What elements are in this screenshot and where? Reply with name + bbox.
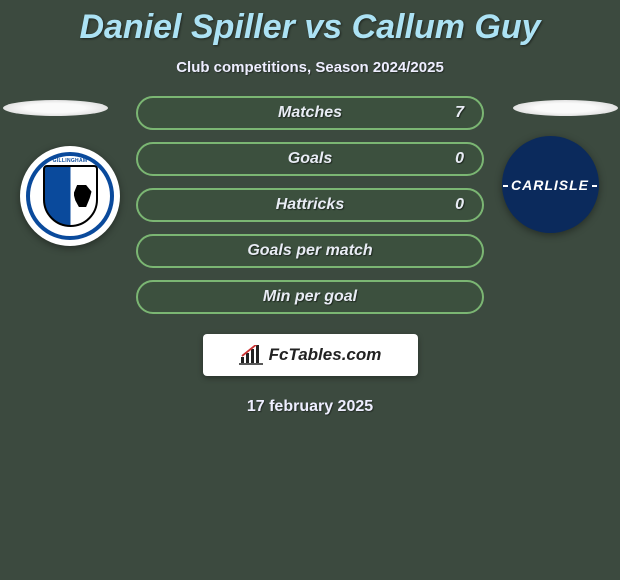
stat-label: Matches bbox=[278, 104, 342, 122]
horse-icon bbox=[74, 185, 92, 207]
stat-value: 0 bbox=[455, 196, 464, 214]
stat-value: 0 bbox=[455, 150, 464, 168]
stat-row-goals: Goals 0 bbox=[136, 142, 484, 176]
carlisle-badge: CARLISLE bbox=[511, 177, 589, 193]
shield-icon bbox=[43, 165, 98, 227]
stat-label: Goals bbox=[288, 150, 332, 168]
stat-label: Min per goal bbox=[263, 288, 357, 306]
page-title: Daniel Spiller vs Callum Guy bbox=[0, 0, 620, 47]
stat-label: Hattricks bbox=[276, 196, 344, 214]
subtitle: Club competitions, Season 2024/2025 bbox=[0, 59, 620, 76]
gillingham-badge: GILLINGHAM bbox=[26, 152, 114, 240]
club-logo-right[interactable]: CARLISLE bbox=[502, 136, 599, 233]
brand-text: FcTables.com bbox=[269, 345, 382, 365]
brand-box[interactable]: FcTables.com bbox=[203, 334, 418, 376]
player-pad-right bbox=[513, 100, 618, 116]
stat-value: 7 bbox=[455, 104, 464, 122]
stat-row-matches: Matches 7 bbox=[136, 96, 484, 130]
stat-row-min-per-goal: Min per goal bbox=[136, 280, 484, 314]
right-side: CARLISLE bbox=[490, 96, 610, 233]
badge-text: GILLINGHAM bbox=[53, 158, 88, 164]
player-pad-left bbox=[3, 100, 108, 116]
stat-label: Goals per match bbox=[247, 242, 372, 260]
stat-row-goals-per-match: Goals per match bbox=[136, 234, 484, 268]
date-label: 17 february 2025 bbox=[10, 398, 610, 416]
chart-icon bbox=[239, 345, 263, 365]
stat-row-hattricks: Hattricks 0 bbox=[136, 188, 484, 222]
club-logo-left[interactable]: GILLINGHAM bbox=[20, 146, 120, 246]
left-side: GILLINGHAM bbox=[10, 96, 130, 246]
comparison-panel: GILLINGHAM Matches 7 Goals 0 Hattricks 0 bbox=[0, 96, 620, 416]
stats-list: Matches 7 Goals 0 Hattricks 0 Goals per … bbox=[130, 96, 490, 314]
